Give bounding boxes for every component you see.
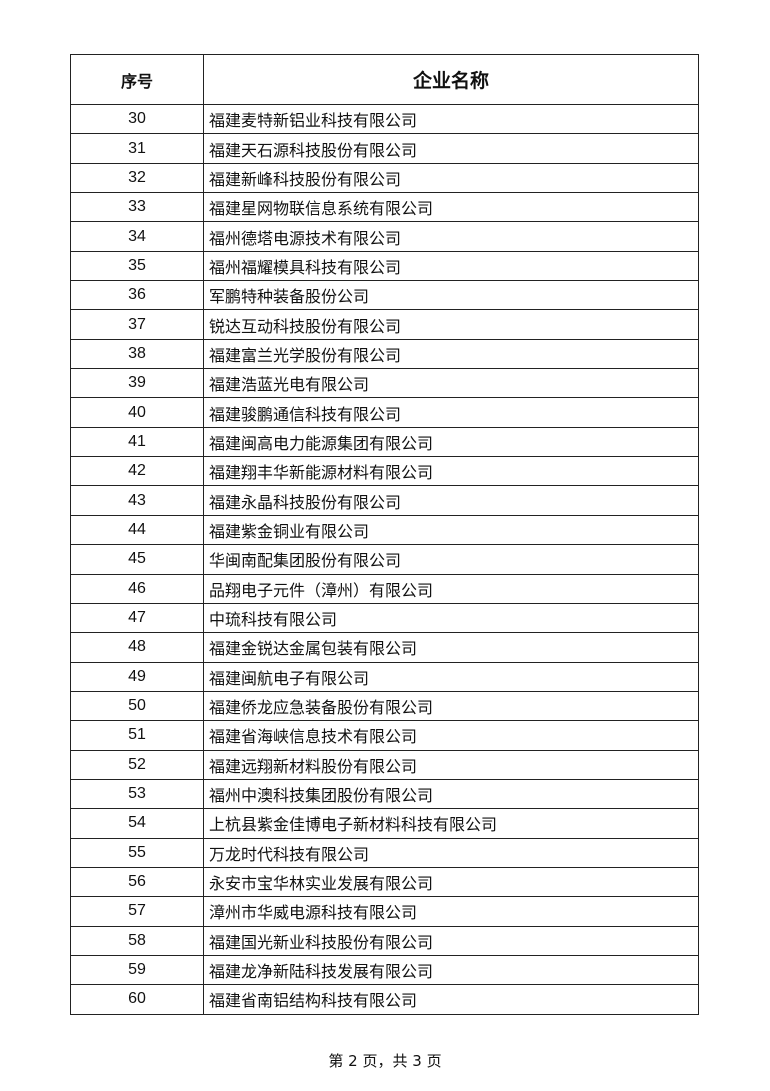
serial-number-cell: 54 xyxy=(70,808,204,839)
table-row: 30 福建麦特新铝业科技有限公司 xyxy=(70,103,699,135)
company-name-cell: 万龙时代科技有限公司 xyxy=(203,837,699,868)
serial-number-cell: 36 xyxy=(70,280,204,311)
serial-number-cell: 50 xyxy=(70,690,204,722)
company-name-cell: 福建浩蓝光电有限公司 xyxy=(203,368,699,399)
company-name-cell: 福建省海峡信息技术有限公司 xyxy=(203,720,699,751)
serial-number-cell: 47 xyxy=(70,602,204,634)
serial-number-cell: 32 xyxy=(70,162,204,194)
table-row: 57 漳州市华威电源科技有限公司 xyxy=(70,896,699,927)
serial-number-cell: 48 xyxy=(70,632,204,663)
table-row: 35 福州福耀模具科技有限公司 xyxy=(70,250,699,282)
company-name-cell: 福建省南铝结构科技有限公司 xyxy=(203,984,699,1015)
company-name-cell: 福州中澳科技集团股份有限公司 xyxy=(203,778,699,810)
table-row: 56 永安市宝华林实业发展有限公司 xyxy=(70,866,699,898)
company-name-cell: 福州德塔电源技术有限公司 xyxy=(203,221,699,252)
table-row: 33 福建星网物联信息系统有限公司 xyxy=(70,192,699,223)
table-row: 43 福建永晶科技股份有限公司 xyxy=(70,485,699,516)
serial-number-cell: 49 xyxy=(70,661,204,692)
serial-number-cell: 35 xyxy=(70,250,204,282)
company-name-cell: 福建麦特新铝业科技有限公司 xyxy=(203,103,699,135)
table-row: 44 福建紫金铜业有限公司 xyxy=(70,514,699,546)
table-row: 58 福建国光新业科技股份有限公司 xyxy=(70,925,699,956)
table-row: 37 锐达互动科技股份有限公司 xyxy=(70,309,699,340)
serial-number-cell: 46 xyxy=(70,573,204,604)
table-row: 46 品翔电子元件（漳州）有限公司 xyxy=(70,573,699,604)
company-name-cell: 福建永晶科技股份有限公司 xyxy=(203,485,699,516)
table-row: 51 福建省海峡信息技术有限公司 xyxy=(70,720,699,751)
company-name-cell: 福建侨龙应急装备股份有限公司 xyxy=(203,690,699,722)
serial-number-cell: 56 xyxy=(70,866,204,898)
serial-number-cell: 30 xyxy=(70,103,204,135)
table-row: 47 中琉科技有限公司 xyxy=(70,602,699,634)
company-name-cell: 漳州市华威电源科技有限公司 xyxy=(203,896,699,927)
serial-number-cell: 57 xyxy=(70,896,204,927)
table-row: 59 福建龙净新陆科技发展有限公司 xyxy=(70,954,699,986)
serial-number-cell: 59 xyxy=(70,954,204,986)
serial-number-cell: 37 xyxy=(70,309,204,340)
company-name-cell: 福建紫金铜业有限公司 xyxy=(203,514,699,546)
serial-number-cell: 53 xyxy=(70,778,204,810)
serial-number-cell: 45 xyxy=(70,544,204,575)
company-name-cell: 华闽南配集团股份有限公司 xyxy=(203,544,699,575)
table-row: 40 福建骏鹏通信科技有限公司 xyxy=(70,397,699,428)
company-name-cell: 福建闽高电力能源集团有限公司 xyxy=(203,426,699,458)
company-name-cell: 福建新峰科技股份有限公司 xyxy=(203,162,699,194)
table-row: 36 军鹏特种装备股份公司 xyxy=(70,280,699,311)
table-row: 38 福建富兰光学股份有限公司 xyxy=(70,338,699,370)
serial-number-cell: 55 xyxy=(70,837,204,868)
company-name-cell: 军鹏特种装备股份公司 xyxy=(203,280,699,311)
serial-number-cell: 38 xyxy=(70,338,204,370)
company-name-cell: 福建金锐达金属包装有限公司 xyxy=(203,632,699,663)
serial-number-cell: 58 xyxy=(70,925,204,956)
company-name-cell: 福建天石源科技股份有限公司 xyxy=(203,133,699,164)
serial-number-cell: 43 xyxy=(70,485,204,516)
serial-number-cell: 31 xyxy=(70,133,204,164)
table-row: 48 福建金锐达金属包装有限公司 xyxy=(70,632,699,663)
company-name-cell: 永安市宝华林实业发展有限公司 xyxy=(203,866,699,898)
table-row: 53 福州中澳科技集团股份有限公司 xyxy=(70,778,699,810)
company-name-cell: 福建国光新业科技股份有限公司 xyxy=(203,925,699,956)
serial-number-cell: 51 xyxy=(70,720,204,751)
company-table: 序号 企业名称 30 福建麦特新铝业科技有限公司 31 福建天石源科技股份有限公司 32… xyxy=(70,54,699,1015)
serial-number-cell: 52 xyxy=(70,749,204,780)
company-name-cell: 福建闽航电子有限公司 xyxy=(203,661,699,692)
table-row: 49 福建闽航电子有限公司 xyxy=(70,661,699,692)
company-name-cell: 福建远翔新材料股份有限公司 xyxy=(203,749,699,780)
company-name-cell: 锐达互动科技股份有限公司 xyxy=(203,309,699,340)
serial-number-cell: 44 xyxy=(70,514,204,546)
table-row: 45 华闽南配集团股份有限公司 xyxy=(70,544,699,575)
table-header-row: 序号 企业名称 xyxy=(70,54,699,105)
company-name-cell: 福建骏鹏通信科技有限公司 xyxy=(203,397,699,428)
table-row: 39 福建浩蓝光电有限公司 xyxy=(70,368,699,399)
company-name-cell: 上杭县紫金佳博电子新材料科技有限公司 xyxy=(203,808,699,839)
serial-number-cell: 42 xyxy=(70,456,204,487)
serial-number-cell: 34 xyxy=(70,221,204,252)
company-name-cell: 福建星网物联信息系统有限公司 xyxy=(203,192,699,223)
table-row: 52 福建远翔新材料股份有限公司 xyxy=(70,749,699,780)
table-row: 41 福建闽高电力能源集团有限公司 xyxy=(70,426,699,458)
table-row: 42 福建翔丰华新能源材料有限公司 xyxy=(70,456,699,487)
serial-number-cell: 41 xyxy=(70,426,204,458)
page-number: 第 2 页，共 3 页 xyxy=(328,1052,442,1070)
company-name-cell: 品翔电子元件（漳州）有限公司 xyxy=(203,573,699,604)
table-row: 60 福建省南铝结构科技有限公司 xyxy=(70,984,699,1015)
serial-number-cell: 60 xyxy=(70,984,204,1015)
company-name-cell: 福建翔丰华新能源材料有限公司 xyxy=(203,456,699,487)
serial-number-cell: 39 xyxy=(70,368,204,399)
header-company-name: 企业名称 xyxy=(203,54,699,105)
company-name-cell: 福建富兰光学股份有限公司 xyxy=(203,338,699,370)
serial-number-cell: 40 xyxy=(70,397,204,428)
table-row: 32 福建新峰科技股份有限公司 xyxy=(70,162,699,194)
company-name-cell: 福建龙净新陆科技发展有限公司 xyxy=(203,954,699,986)
table-row: 55 万龙时代科技有限公司 xyxy=(70,837,699,868)
company-name-cell: 中琉科技有限公司 xyxy=(203,602,699,634)
table-row: 50 福建侨龙应急装备股份有限公司 xyxy=(70,690,699,722)
table-row: 34 福州德塔电源技术有限公司 xyxy=(70,221,699,252)
serial-number-cell: 33 xyxy=(70,192,204,223)
company-name-cell: 福州福耀模具科技有限公司 xyxy=(203,250,699,282)
header-serial-number: 序号 xyxy=(70,54,204,105)
table-row: 54 上杭县紫金佳博电子新材料科技有限公司 xyxy=(70,808,699,839)
table-row: 31 福建天石源科技股份有限公司 xyxy=(70,133,699,164)
